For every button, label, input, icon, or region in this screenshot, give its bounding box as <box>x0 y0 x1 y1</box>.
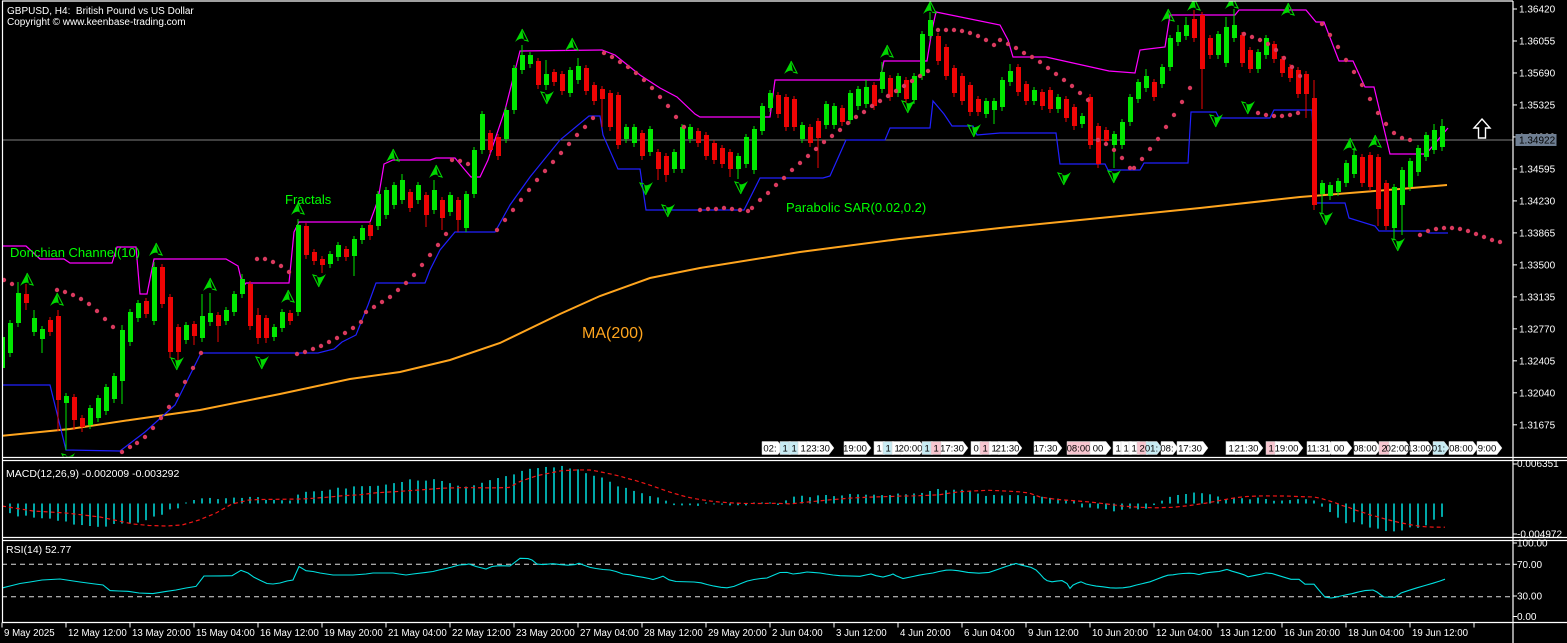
svg-text:13 May 20:00: 13 May 20:00 <box>132 628 191 639</box>
svg-text:08:00: 08:00 <box>1067 444 1091 455</box>
svg-text:1.35325: 1.35325 <box>1519 100 1556 111</box>
svg-text:17:30: 17:30 <box>1034 444 1058 455</box>
svg-text:00: 00 <box>1334 444 1345 455</box>
svg-text:10 Jun 20:00: 10 Jun 20:00 <box>1092 628 1149 639</box>
svg-text:12 Jun 04:00: 12 Jun 04:00 <box>1156 628 1213 639</box>
svg-text:16 May 12:00: 16 May 12:00 <box>260 628 319 639</box>
svg-text:2: 2 <box>1140 444 1145 455</box>
svg-text:-0.004972: -0.004972 <box>1517 530 1562 541</box>
svg-text:19:00: 19:00 <box>843 444 867 455</box>
svg-text:28 May 12:00: 28 May 12:00 <box>644 628 703 639</box>
svg-text:19 May 20:00: 19 May 20:00 <box>324 628 383 639</box>
svg-text:08:: 08: <box>1160 444 1173 455</box>
svg-text:30.00: 30.00 <box>1517 592 1542 603</box>
svg-text:13 Jun 12:00: 13 Jun 12:00 <box>1220 628 1277 639</box>
svg-text:70.00: 70.00 <box>1517 560 1542 571</box>
svg-text:1: 1 <box>992 444 997 455</box>
svg-text:Donchian Channel(10): Donchian Channel(10) <box>10 245 140 260</box>
svg-text:RSI(14) 52.77: RSI(14) 52.77 <box>6 544 72 556</box>
svg-text:1.36055: 1.36055 <box>1519 36 1556 47</box>
svg-text:27 May 04:00: 27 May 04:00 <box>580 628 639 639</box>
svg-text:02:: 02: <box>763 444 776 455</box>
svg-text:1: 1 <box>877 444 882 455</box>
svg-text:1.36420: 1.36420 <box>1519 5 1556 16</box>
svg-text:1.33865: 1.33865 <box>1519 228 1556 239</box>
svg-text:21:30: 21:30 <box>996 444 1020 455</box>
svg-text:01:: 01: <box>1432 444 1445 455</box>
svg-text:02:00: 02:00 <box>1386 444 1410 455</box>
svg-text:1: 1 <box>934 444 939 455</box>
svg-text:12 May 12:00: 12 May 12:00 <box>68 628 127 639</box>
svg-text:MA(200): MA(200) <box>582 325 643 342</box>
svg-text:1.32040: 1.32040 <box>1519 388 1556 399</box>
svg-text:17:30: 17:30 <box>1178 444 1202 455</box>
svg-text:1: 1 <box>1269 444 1274 455</box>
svg-text:2: 2 <box>1382 444 1387 455</box>
svg-text:0.006351: 0.006351 <box>1517 459 1559 470</box>
svg-text:1: 1 <box>783 444 788 455</box>
svg-text:1: 1 <box>1132 444 1137 455</box>
svg-text:0: 0 <box>974 444 979 455</box>
svg-text:01:: 01: <box>1145 444 1158 455</box>
svg-text:1.33500: 1.33500 <box>1519 260 1556 271</box>
svg-text:1: 1 <box>801 444 806 455</box>
svg-text:MACD(12,26,9) -0.002009 -0.003: MACD(12,26,9) -0.002009 -0.003292 <box>6 468 180 480</box>
svg-text:19:00: 19:00 <box>1275 444 1299 455</box>
svg-text:22 May 12:00: 22 May 12:00 <box>452 628 511 639</box>
svg-text:29 May 20:00: 29 May 20:00 <box>708 628 767 639</box>
svg-text:1.32405: 1.32405 <box>1519 356 1556 367</box>
svg-text:19 Jun 12:00: 19 Jun 12:00 <box>1412 628 1469 639</box>
svg-text:1.32770: 1.32770 <box>1519 324 1556 335</box>
svg-text:1: 1 <box>1229 444 1234 455</box>
svg-text:08:00: 08:00 <box>1353 444 1377 455</box>
svg-text:23 May 20:00: 23 May 20:00 <box>516 628 575 639</box>
svg-text:1.33135: 1.33135 <box>1519 292 1556 303</box>
svg-text:1: 1 <box>886 444 891 455</box>
svg-text:GBPUSD, H4: British Pound vs: GBPUSD, H4: British Pound vs US Dollar <box>7 6 194 17</box>
svg-text:1.31675: 1.31675 <box>1519 420 1556 431</box>
svg-text:4 Jun 20:00: 4 Jun 20:00 <box>900 628 951 639</box>
svg-text:6 Jun 04:00: 6 Jun 04:00 <box>964 628 1015 639</box>
svg-text:9:00: 9:00 <box>1478 444 1497 455</box>
svg-text:0.00: 0.00 <box>1517 612 1537 623</box>
svg-text:23:30: 23:30 <box>806 444 830 455</box>
svg-text:Copyright © www.keenbase-tradi: Copyright © www.keenbase-trading.com <box>7 17 186 28</box>
svg-text:Fractals: Fractals <box>285 192 332 207</box>
svg-text:15 May 04:00: 15 May 04:00 <box>196 628 255 639</box>
svg-text:21:30: 21:30 <box>1235 444 1259 455</box>
svg-text:1: 1 <box>895 444 900 455</box>
svg-text:1: 1 <box>983 444 988 455</box>
svg-text:1: 1 <box>1116 444 1121 455</box>
svg-text:21 May 04:00: 21 May 04:00 <box>388 628 447 639</box>
svg-text:3 Jun 12:00: 3 Jun 12:00 <box>836 628 887 639</box>
svg-text:20:00: 20:00 <box>899 444 923 455</box>
svg-text:08:00: 08:00 <box>1449 444 1473 455</box>
svg-text:100.00: 100.00 <box>1517 539 1548 550</box>
svg-text:18 Jun 04:00: 18 Jun 04:00 <box>1348 628 1405 639</box>
svg-text:1: 1 <box>925 444 930 455</box>
svg-text:1: 1 <box>1124 444 1129 455</box>
svg-text:2 Jun 04:00: 2 Jun 04:00 <box>772 628 823 639</box>
svg-text:11:31: 11:31 <box>1307 444 1330 455</box>
svg-text:9 May 2025: 9 May 2025 <box>4 628 55 639</box>
svg-text:1: 1 <box>792 444 797 455</box>
svg-text:9 Jun 12:00: 9 Jun 12:00 <box>1028 628 1079 639</box>
svg-text:17:30: 17:30 <box>940 444 964 455</box>
svg-text:13:00: 13:00 <box>1407 444 1431 455</box>
svg-text:Parabolic SAR(0.02,0.2): Parabolic SAR(0.02,0.2) <box>786 200 926 215</box>
svg-text:00: 00 <box>1093 444 1104 455</box>
svg-text:1.35690: 1.35690 <box>1519 68 1556 79</box>
svg-text:1.34230: 1.34230 <box>1519 196 1556 207</box>
svg-text:1.34922: 1.34922 <box>1519 136 1556 147</box>
svg-text:16 Jun 20:00: 16 Jun 20:00 <box>1284 628 1341 639</box>
svg-text:1.34595: 1.34595 <box>1519 164 1556 175</box>
